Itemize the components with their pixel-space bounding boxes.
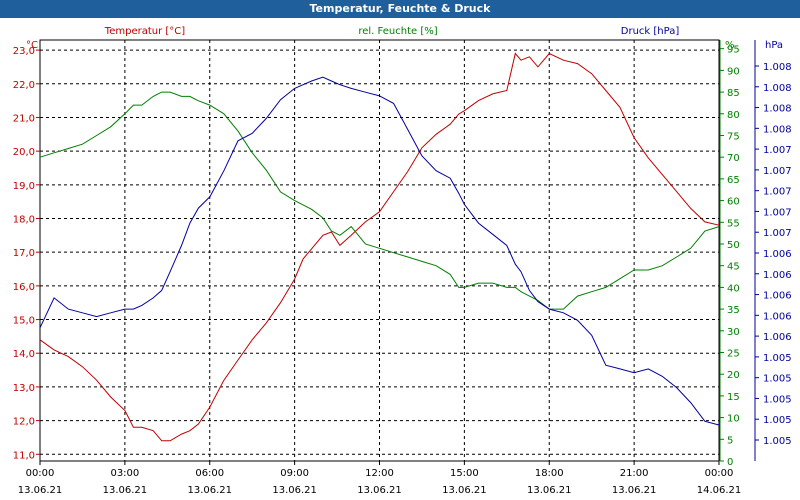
humidity-axis-header: rel. Feuchte [%] — [358, 26, 437, 37]
temp-tick-label: 22,0 — [13, 80, 35, 91]
temp-tick-label: 17,0 — [13, 248, 35, 259]
humidity-tick-label: 50 — [727, 240, 740, 251]
x-tick-time: 21:00 — [620, 468, 649, 479]
pressure-tick-label: 1.008 — [763, 124, 792, 135]
humidity-tick-label: 5 — [727, 435, 733, 446]
humidity-tick-label: 60 — [727, 197, 740, 208]
temp-tick-label: 20,0 — [13, 147, 35, 158]
pressure-tick-label: 1.005 — [763, 353, 792, 364]
pressure-tick-label: 1.006 — [763, 311, 792, 322]
humidity-tick-label: 20 — [727, 370, 740, 381]
x-tick-date: 14.06.21 — [697, 485, 742, 496]
x-tick-time: 00:00 — [26, 468, 55, 479]
series-lines — [39, 52, 720, 442]
temp-unit: °C — [26, 40, 38, 51]
temp-tick-label: 14,0 — [13, 349, 35, 360]
humidity-tick-label: 45 — [727, 262, 740, 273]
pressure-tick-label: 1.006 — [763, 332, 792, 343]
axes: 00:00 13.06.21 03:00 13.06.21 06:00 13.06.21 0… — [13, 40, 792, 496]
temp-tick-label: 13,0 — [13, 383, 35, 394]
pressure-tick-label: 1.008 — [763, 83, 792, 94]
humidity-tick-label: 55 — [727, 218, 740, 229]
humidity-tick-label: 95 — [727, 45, 740, 56]
x-tick-date: 13.06.21 — [272, 485, 317, 496]
humidity-tick-label: 10 — [727, 414, 740, 425]
pressure-tick-label: 1.008 — [763, 104, 792, 115]
humidity-unit: % — [725, 40, 735, 51]
x-tick-date: 13.06.21 — [103, 485, 148, 496]
chart-title: Temperatur, Feuchte & Druck — [309, 2, 491, 15]
pressure-tick-label: 1.006 — [763, 249, 792, 260]
temp-tick-label: 23,0 — [13, 46, 35, 57]
x-tick-date: 13.06.21 — [442, 485, 487, 496]
humidity-tick-label: 75 — [727, 131, 740, 142]
humidity-tick-label: 40 — [727, 283, 740, 294]
temp-axis-header: Temperatur [°C] — [104, 26, 185, 37]
pressure-tick-label: 1.005 — [763, 374, 792, 385]
humidity-tick-label: 80 — [727, 110, 740, 121]
pressure-tick-label: 1.005 — [763, 394, 792, 405]
pressure-tick-label: 1.007 — [763, 187, 792, 198]
x-tick-time: 12:00 — [365, 468, 394, 479]
x-tick-time: 00:00 — [705, 468, 734, 479]
humidity-tick-label: 85 — [727, 88, 740, 99]
pressure-tick-label: 1.007 — [763, 145, 792, 156]
x-tick-time: 09:00 — [280, 468, 309, 479]
x-tick-date: 13.06.21 — [357, 485, 402, 496]
temp-tick-label: 18,0 — [13, 215, 35, 226]
chart-title-bar: Temperatur, Feuchte & Druck — [0, 0, 800, 18]
temp-tick-label: 19,0 — [13, 181, 35, 192]
x-tick-date: 13.06.21 — [18, 485, 63, 496]
x-tick-date: 13.06.21 — [527, 485, 572, 496]
x-tick-date: 13.06.21 — [612, 485, 657, 496]
pressure-unit: hPa — [765, 40, 783, 51]
pressure-tick-label: 1.007 — [763, 166, 792, 177]
pressure-tick-label: 1.006 — [763, 270, 792, 281]
pressure-axis-header: Druck [hPa] — [621, 26, 680, 37]
pressure-tick-label: 1.007 — [763, 228, 792, 239]
temp-tick-label: 11,0 — [13, 450, 35, 461]
temp-tick-label: 12,0 — [13, 417, 35, 428]
pressure-tick-label: 1.005 — [763, 436, 792, 447]
humidity-tick-label: 65 — [727, 175, 740, 186]
pressure-tick-label: 1.008 — [763, 62, 792, 73]
pressure-tick-label: 1.007 — [763, 207, 792, 218]
x-tick-time: 18:00 — [535, 468, 564, 479]
series-line-hum — [39, 91, 720, 310]
x-tick-time: 03:00 — [110, 468, 139, 479]
humidity-tick-label: 0 — [727, 457, 733, 468]
series-line-temp — [39, 52, 720, 442]
humidity-tick-label: 90 — [727, 66, 740, 77]
grid-lines — [40, 40, 719, 461]
humidity-tick-label: 35 — [727, 305, 740, 316]
pressure-tick-label: 1.006 — [763, 291, 792, 302]
pressure-tick-label: 1.005 — [763, 415, 792, 426]
x-tick-time: 06:00 — [195, 468, 224, 479]
temp-tick-label: 15,0 — [13, 316, 35, 327]
humidity-tick-label: 15 — [727, 392, 740, 403]
temp-tick-label: 16,0 — [13, 282, 35, 293]
x-tick-time: 15:00 — [450, 468, 479, 479]
humidity-tick-label: 70 — [727, 153, 740, 164]
temp-tick-label: 21,0 — [13, 113, 35, 124]
humidity-tick-label: 30 — [727, 327, 740, 338]
x-tick-date: 13.06.21 — [187, 485, 232, 496]
series-line-press — [39, 76, 720, 426]
humidity-tick-label: 25 — [727, 348, 740, 359]
